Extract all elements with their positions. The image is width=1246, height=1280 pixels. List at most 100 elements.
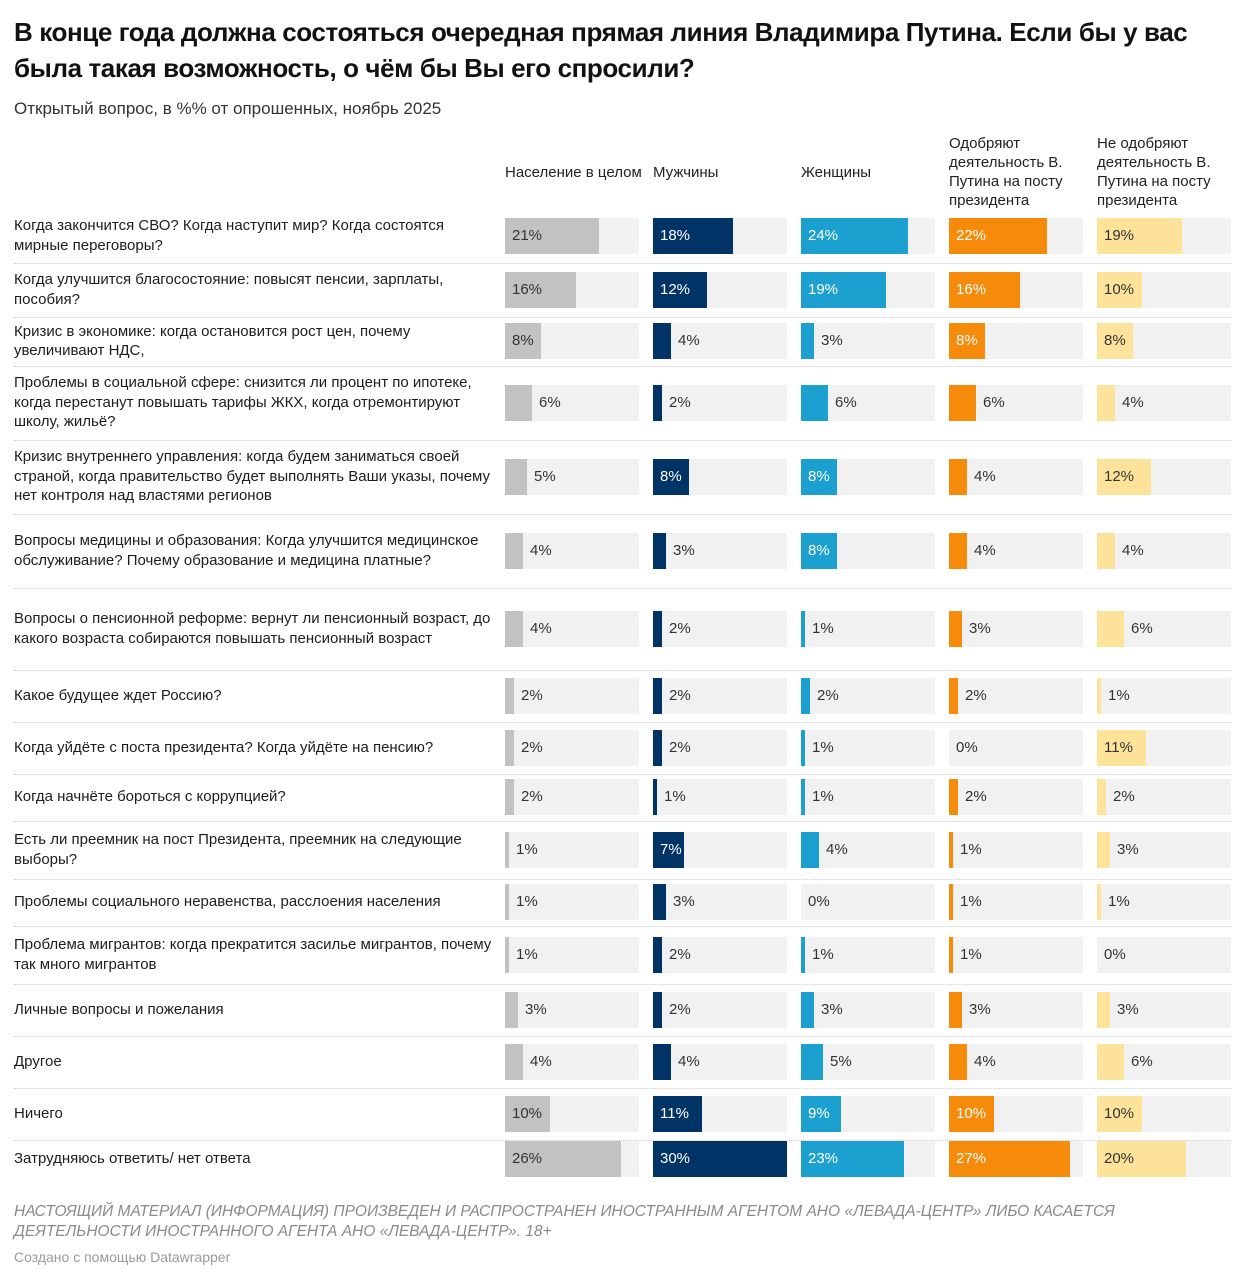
bar — [1097, 1044, 1124, 1080]
value-label: 4% — [974, 1053, 996, 1070]
bar — [801, 779, 805, 815]
bar-cell: 4% — [949, 1044, 1083, 1080]
value-label: 2% — [521, 687, 543, 704]
value-label: 1% — [812, 788, 834, 805]
bar-cell: 2% — [653, 937, 787, 973]
bar — [949, 272, 1020, 308]
bar — [653, 218, 733, 254]
column-header: Одобряют деятельность В. Путина на посту… — [949, 135, 1063, 209]
bar — [653, 779, 657, 815]
bar — [801, 272, 886, 308]
bar-cell: 8% — [1097, 323, 1231, 359]
value-label: 12% — [660, 281, 691, 298]
bar-cell: 2% — [1097, 779, 1231, 815]
bar-cell: 3% — [801, 992, 935, 1028]
row-label: Когда улучшится благосостояние: повысят … — [14, 271, 444, 308]
value-label: 3% — [673, 542, 695, 559]
value-label: 22% — [956, 227, 987, 244]
bar-cell: 1% — [801, 779, 935, 815]
bar-cell: 3% — [505, 992, 639, 1028]
value-label: 2% — [521, 788, 543, 805]
bar-cell: 3% — [801, 323, 935, 359]
bar-cell: 1% — [505, 937, 639, 973]
value-label: 2% — [1113, 788, 1135, 805]
table-row: Личные вопросы и пожелания 3% 2% 3% 3% 3% — [14, 985, 1232, 1037]
value-label: 5% — [534, 468, 556, 485]
value-label: 24% — [808, 227, 839, 244]
value-label: 2% — [669, 687, 691, 704]
bar-cell: 1% — [1097, 678, 1231, 714]
value-label: 6% — [539, 394, 561, 411]
bar-cell: 2% — [505, 730, 639, 766]
bar — [505, 272, 576, 308]
bar — [949, 884, 953, 920]
bar-cell: 8% — [505, 323, 639, 359]
bar — [505, 1141, 621, 1177]
bar-cell: 8% — [653, 459, 787, 495]
bar — [949, 678, 958, 714]
table-row: Проблемы социального неравенства, рассло… — [14, 880, 1232, 927]
table-row: Когда уйдёте с поста президента? Когда у… — [14, 723, 1232, 775]
bar — [1097, 779, 1106, 815]
bar-cell: 18% — [653, 218, 787, 254]
bar — [1097, 730, 1146, 766]
value-label: 8% — [1104, 332, 1126, 349]
bar — [801, 678, 810, 714]
bar — [505, 385, 532, 421]
value-label: 30% — [660, 1150, 691, 1167]
value-label: 10% — [512, 1105, 543, 1122]
bar — [653, 884, 666, 920]
bar-cell: 6% — [1097, 611, 1231, 647]
value-label: 3% — [821, 332, 843, 349]
bar — [1097, 533, 1115, 569]
value-label: 5% — [830, 1053, 852, 1070]
bar — [1097, 1096, 1142, 1132]
bar — [801, 385, 828, 421]
bar-cell: 6% — [505, 385, 639, 421]
value-label: 1% — [516, 946, 538, 963]
column-header: Мужчины — [653, 163, 719, 181]
value-label: 1% — [812, 946, 834, 963]
value-label: 2% — [965, 687, 987, 704]
table-row: Есть ли преемник на пост Президента, пре… — [14, 822, 1232, 880]
bar-cell: 12% — [653, 272, 787, 308]
bar — [505, 533, 523, 569]
value-label: 21% — [512, 227, 543, 244]
row-label: Проблемы в социальной сфере: снизится ли… — [14, 374, 472, 431]
value-label: 0% — [1104, 946, 1126, 963]
bar — [505, 884, 509, 920]
value-label: 3% — [525, 1001, 547, 1018]
bar-cell: 9% — [801, 1096, 935, 1132]
bar-cell: 1% — [949, 937, 1083, 973]
row-label: Когда закончится СВО? Когда наступит мир… — [14, 217, 444, 254]
value-label: 1% — [664, 788, 686, 805]
bar-cell: 3% — [1097, 992, 1231, 1028]
bar-cell: 4% — [505, 1044, 639, 1080]
value-label: 2% — [669, 620, 691, 637]
bar-cell: 2% — [801, 678, 935, 714]
value-label: 10% — [1104, 1105, 1135, 1122]
bar — [949, 459, 967, 495]
row-label: Когда начнёте бороться с коррупцией? — [14, 788, 286, 806]
bar-cell: 4% — [949, 533, 1083, 569]
table-row: Проблемы в социальной сфере: снизится ли… — [14, 367, 1232, 441]
bar — [949, 323, 985, 359]
bar — [505, 459, 527, 495]
bar — [801, 992, 814, 1028]
bar-cell: 10% — [505, 1096, 639, 1132]
bar-cell: 2% — [949, 678, 1083, 714]
bar — [505, 832, 509, 868]
bar-cell: 4% — [1097, 533, 1231, 569]
bar-cell: 1% — [801, 730, 935, 766]
bar — [505, 1044, 523, 1080]
table-row: Когда улучшится благосостояние: повысят … — [14, 264, 1232, 318]
value-label: 3% — [821, 1001, 843, 1018]
value-label: 1% — [960, 893, 982, 910]
table-row: Какое будущее ждет Россию? 2% 2% 2% 2% 1% — [14, 671, 1232, 723]
column-header: Население в целом — [505, 163, 642, 181]
value-label: 4% — [530, 620, 552, 637]
bar-cell: 1% — [949, 884, 1083, 920]
value-label: 3% — [1117, 1001, 1139, 1018]
value-label: 16% — [512, 281, 543, 298]
bar-cell: 2% — [653, 730, 787, 766]
